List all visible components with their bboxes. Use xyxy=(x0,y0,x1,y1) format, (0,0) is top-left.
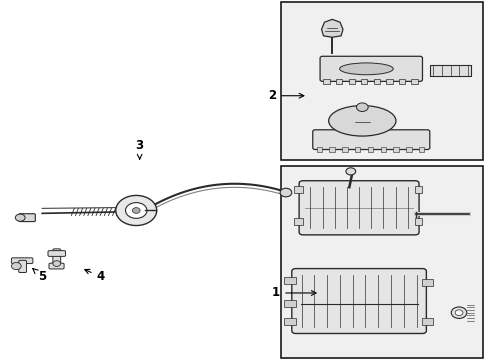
Bar xyxy=(283,318,295,325)
Circle shape xyxy=(454,310,462,316)
Bar xyxy=(386,79,392,84)
FancyBboxPatch shape xyxy=(48,251,65,256)
Bar xyxy=(342,147,347,152)
Text: 5: 5 xyxy=(33,269,46,283)
Bar xyxy=(283,300,295,307)
Circle shape xyxy=(53,261,61,266)
Circle shape xyxy=(280,188,291,197)
Circle shape xyxy=(125,203,147,219)
Bar xyxy=(323,79,329,84)
Bar xyxy=(422,318,432,325)
Bar xyxy=(360,79,366,84)
Text: 1: 1 xyxy=(272,287,315,300)
Bar xyxy=(398,79,404,84)
Circle shape xyxy=(11,262,21,270)
FancyBboxPatch shape xyxy=(19,260,26,273)
Bar xyxy=(410,79,417,84)
Ellipse shape xyxy=(328,105,395,136)
Circle shape xyxy=(15,214,25,221)
FancyBboxPatch shape xyxy=(11,258,33,264)
Bar xyxy=(281,3,483,160)
Bar xyxy=(418,147,424,152)
Bar xyxy=(316,147,322,152)
Bar xyxy=(393,147,398,152)
Bar xyxy=(406,147,411,152)
Bar xyxy=(373,79,379,84)
Circle shape xyxy=(450,307,466,319)
Bar xyxy=(414,186,422,193)
FancyBboxPatch shape xyxy=(299,181,418,235)
Text: 2: 2 xyxy=(268,89,303,102)
Bar xyxy=(348,79,354,84)
Bar xyxy=(329,147,334,152)
Bar xyxy=(414,219,422,225)
Bar xyxy=(281,166,483,357)
Circle shape xyxy=(132,208,140,213)
FancyBboxPatch shape xyxy=(320,56,422,81)
FancyBboxPatch shape xyxy=(312,130,429,149)
Bar xyxy=(422,279,432,286)
FancyBboxPatch shape xyxy=(53,249,61,265)
Bar xyxy=(380,147,385,152)
Bar xyxy=(294,186,303,193)
Bar xyxy=(294,219,303,225)
Circle shape xyxy=(345,168,355,175)
Circle shape xyxy=(116,195,157,226)
Circle shape xyxy=(356,103,367,112)
Text: 3: 3 xyxy=(135,139,143,159)
Text: 4: 4 xyxy=(84,269,104,283)
Bar xyxy=(367,147,372,152)
FancyBboxPatch shape xyxy=(291,269,426,333)
Polygon shape xyxy=(321,19,342,37)
FancyBboxPatch shape xyxy=(19,214,35,222)
Bar xyxy=(283,277,295,284)
Bar xyxy=(429,65,470,76)
FancyBboxPatch shape xyxy=(49,263,64,269)
Bar xyxy=(335,79,342,84)
Ellipse shape xyxy=(339,63,392,75)
Bar xyxy=(354,147,360,152)
